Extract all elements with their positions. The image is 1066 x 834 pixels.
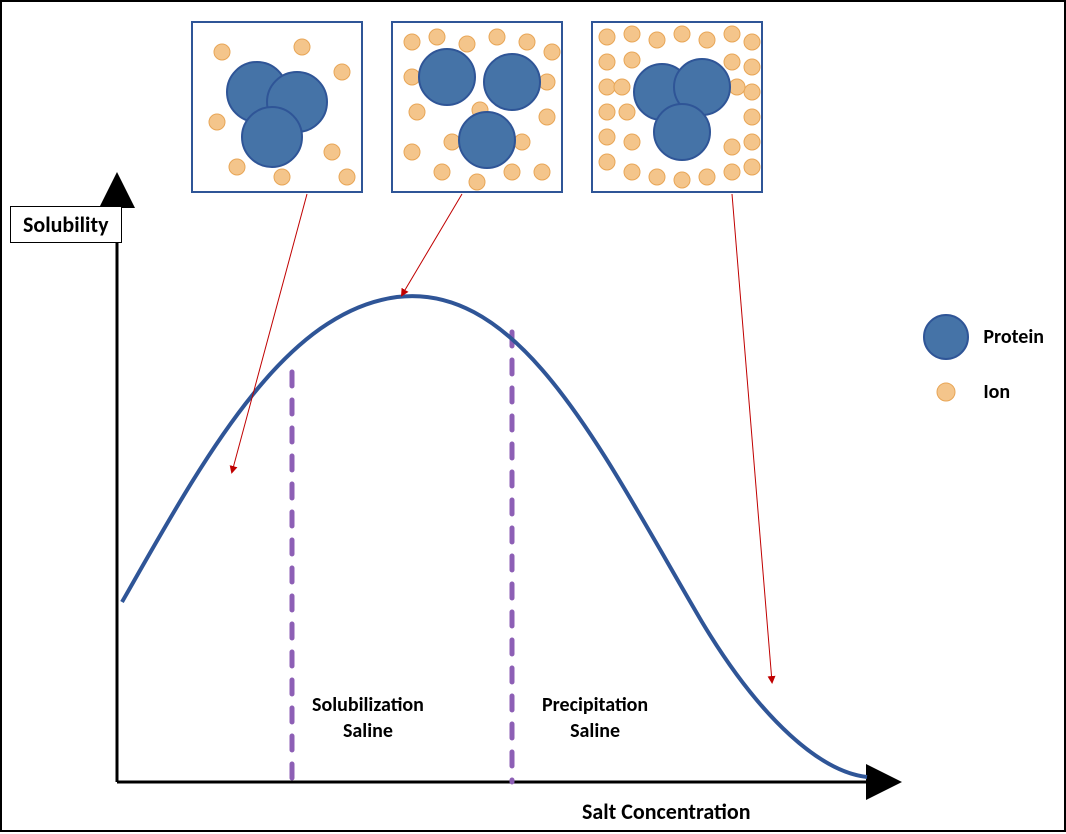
protein-icon: [921, 312, 971, 362]
legend: Protein Ion: [921, 312, 1044, 422]
region-label-0: SolubilizationSaline: [312, 692, 424, 744]
legend-item-ion: Ion: [921, 380, 1044, 404]
y-axis-label-text: Solubility: [23, 211, 109, 238]
ion-icon: [921, 380, 971, 404]
region-label-1: PrecipitationSaline: [542, 692, 648, 744]
x-axis-label-text: Salt Concentration: [582, 798, 751, 825]
diagram-svg: [2, 2, 1066, 834]
legend-item-protein: Protein: [921, 312, 1044, 362]
diagram-container: Solubility Salt Concentration Protein Io…: [0, 0, 1066, 832]
legend-label-ion: Ion: [983, 380, 1010, 404]
y-axis-label: Solubility: [10, 206, 122, 243]
x-axis-label: Salt Concentration: [582, 798, 751, 825]
legend-label-protein: Protein: [983, 325, 1044, 349]
